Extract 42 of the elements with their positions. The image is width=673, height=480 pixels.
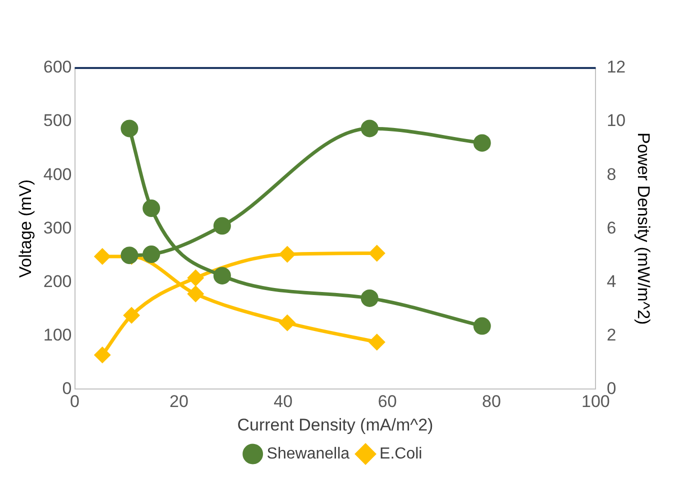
- x-tick-label: 20: [169, 392, 188, 412]
- point: [473, 134, 491, 152]
- x-tick-label: 60: [378, 392, 397, 412]
- point: [120, 120, 138, 138]
- y2-tick-label: 4: [606, 272, 616, 291]
- point: [369, 245, 385, 261]
- y-tick-label: 400: [43, 164, 72, 184]
- point: [142, 200, 160, 218]
- point: [473, 317, 491, 335]
- x-tick-label: 100: [582, 392, 610, 412]
- point: [369, 334, 385, 350]
- point: [188, 286, 204, 302]
- x-tick-label: 80: [482, 392, 501, 412]
- legend-label: Shewanella: [266, 445, 350, 462]
- y-tick-label: 0: [62, 378, 72, 398]
- y2-tick-label: 8: [606, 164, 616, 184]
- legend-label: E.Coli: [380, 445, 422, 462]
- x-tick-label: 40: [274, 392, 293, 412]
- y-tick-label: 600: [43, 58, 72, 77]
- y2-tick-label: 6: [606, 218, 616, 238]
- point: [94, 347, 110, 363]
- y-tick-label: 300: [43, 218, 72, 238]
- y2-axis-title: Power Density (mW/m^2): [634, 132, 654, 325]
- x-axis-title: Current Density (mA/m^2): [237, 415, 434, 434]
- point: [360, 120, 378, 138]
- point: [94, 248, 110, 264]
- y-tick-label: 500: [43, 111, 72, 130]
- y2-tick-label: 10: [606, 111, 626, 130]
- point: [213, 217, 231, 235]
- point: [142, 246, 160, 264]
- y-tick-label: 200: [43, 272, 72, 291]
- y-axis-title: Voltage (mV): [16, 179, 35, 278]
- y-tick-label: 100: [43, 325, 72, 344]
- point: [213, 266, 231, 284]
- point: [188, 270, 204, 286]
- point: [124, 308, 140, 324]
- point: [280, 315, 296, 331]
- point: [120, 246, 138, 264]
- y2-tick-label: 12: [606, 58, 626, 77]
- point: [360, 289, 378, 307]
- point: [280, 246, 296, 262]
- y2-tick-label: 2: [606, 325, 616, 344]
